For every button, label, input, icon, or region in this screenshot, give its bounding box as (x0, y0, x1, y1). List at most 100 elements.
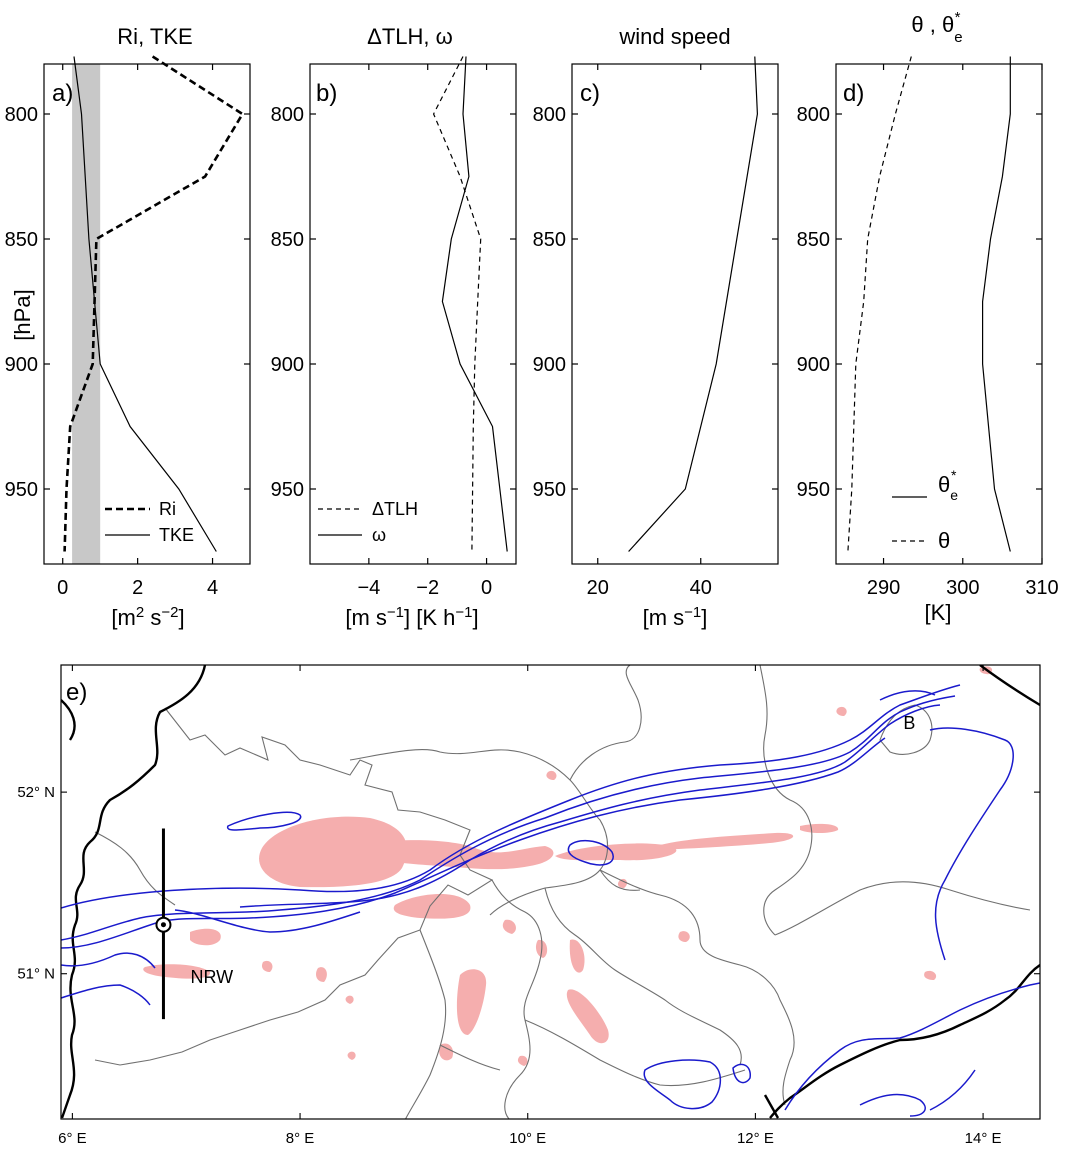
precip-area (316, 967, 327, 982)
map-x-tick-label: 12° E (737, 1130, 774, 1147)
x-tick-label: 20 (587, 577, 609, 599)
precip-area (678, 931, 690, 942)
panel-a-ri-tke: Ri, TKE a) [hPa] [m2 s−2] Ri TKE 800 850 9… (5, 24, 251, 630)
x-tick-label: 4 (207, 577, 218, 599)
country-border (769, 964, 1040, 1119)
state-border (404, 929, 447, 1119)
precip-area (261, 960, 273, 972)
y-tick-label: 850 (5, 229, 38, 251)
panel-a-frame (43, 63, 251, 565)
y-tick-label: 850 (533, 229, 566, 251)
map-ticks: 6° E 8° E 10° E 12° E 14° E 52° N 51° N (17, 665, 1040, 1147)
y-tick-label: 950 (533, 479, 566, 501)
x-tick-label: −2 (416, 577, 439, 599)
state-border (759, 665, 813, 936)
panel-d-label: d) (843, 80, 864, 107)
precip-area (569, 939, 585, 973)
panel-c-frame (571, 63, 779, 565)
state-border (439, 1044, 501, 1071)
panel-a-x-unit: [m2 s−2] (111, 604, 184, 630)
y-tick-label: 900 (797, 354, 830, 376)
precip-area (502, 919, 516, 934)
panel-b-dtlh-omega: ΔTLH, ω b) [m s−1] [K h−1] ΔTLH ω 800 850… (271, 24, 517, 630)
state-borders (94, 665, 1031, 1119)
legend-dtlh: ΔTLH (372, 499, 418, 519)
legend-theta-e: θe* (938, 467, 958, 503)
x-tick-label: 0 (57, 577, 68, 599)
precip-area (555, 843, 677, 861)
precip-area (456, 969, 487, 1035)
country-border (979, 665, 1040, 707)
map-label-nrw: NRW (190, 967, 233, 987)
x-tick-label: −4 (357, 577, 380, 599)
precip-area (517, 1055, 528, 1066)
country-border (763, 1094, 780, 1119)
panel-b-x-unit: [m s−1] [K h−1] (345, 604, 478, 630)
precip-area (439, 1043, 454, 1061)
series-line-b-1 (441, 56, 508, 552)
series-line-b-0 (432, 56, 482, 552)
panel-d-legend: θe* θ (892, 467, 958, 553)
map-x-tick-label: 6° E (58, 1130, 87, 1147)
state-border (524, 1019, 746, 1087)
precip-area (566, 989, 609, 1044)
legend-ri: Ri (159, 499, 176, 519)
state-border (491, 879, 543, 1119)
panel-d-x-unit: [K] (925, 600, 952, 625)
x-tick-label: 40 (690, 577, 712, 599)
panel-d-theta: θ , θe* d) [K] θe* θ 800 850 900 950 290 300 3… (797, 9, 1059, 625)
map-label-berlin: B (903, 713, 915, 733)
panel-e-label: e) (66, 679, 87, 706)
country-borders (61, 665, 1040, 1119)
wind-contour (929, 727, 1014, 961)
legend-theta: θ (938, 528, 950, 553)
map-y-tick-label: 51° N (17, 966, 55, 983)
precip-area (143, 964, 211, 979)
y-tick-label: 900 (271, 354, 304, 376)
precip-area (800, 823, 839, 833)
panel-b-legend: ΔTLH ω (318, 499, 418, 545)
panel-a-label: a) (52, 80, 73, 107)
panel-a-legend: Ri TKE (105, 499, 194, 545)
x-tick-label: 0 (481, 577, 492, 599)
wind-contour (174, 909, 361, 933)
wind-contour (61, 984, 151, 1006)
wind-contour (859, 1093, 926, 1117)
precip-areas (143, 666, 993, 1066)
state-border (599, 869, 641, 891)
state-border (569, 665, 642, 781)
wind-contour (226, 811, 302, 831)
wind-contour (239, 704, 941, 908)
panel-b-frame (309, 63, 517, 565)
state-border (94, 707, 494, 1066)
map-x-tick-label: 14° E (965, 1130, 1002, 1147)
series-line-c-0 (628, 56, 759, 552)
series-line-d-1 (847, 56, 912, 552)
wind-contour (61, 695, 956, 941)
x-tick-label: 2 (132, 577, 143, 599)
panel-d-title: θ , θe* (911, 9, 962, 46)
legend-tke: TKE (159, 525, 194, 545)
precip-area (393, 894, 471, 919)
y-tick-label: 850 (271, 229, 304, 251)
panel-e-frame (60, 664, 1041, 1120)
y-tick-label: 800 (797, 104, 830, 126)
x-tick-label: 300 (946, 577, 979, 599)
panel-c-label: c) (580, 80, 600, 107)
map-y-tick-label: 52° N (17, 784, 55, 801)
precip-area (347, 1051, 356, 1060)
country-border (61, 699, 76, 741)
panel-e-map: e) NRW B 6° E 8° E 10° E 12° E 14° E 52° N 51° … (17, 664, 1041, 1147)
y-tick-label: 950 (5, 479, 38, 501)
state-border (544, 887, 742, 1066)
precip-area (372, 840, 554, 870)
y-tick-label: 800 (5, 104, 38, 126)
country-border (61, 665, 207, 1119)
precip-area (345, 995, 354, 1004)
y-tick-label: 900 (5, 354, 38, 376)
x-tick-label: 310 (1025, 577, 1058, 599)
panel-a-title: Ri, TKE (117, 24, 192, 49)
state-border (599, 869, 795, 1106)
precip-area (546, 770, 557, 780)
